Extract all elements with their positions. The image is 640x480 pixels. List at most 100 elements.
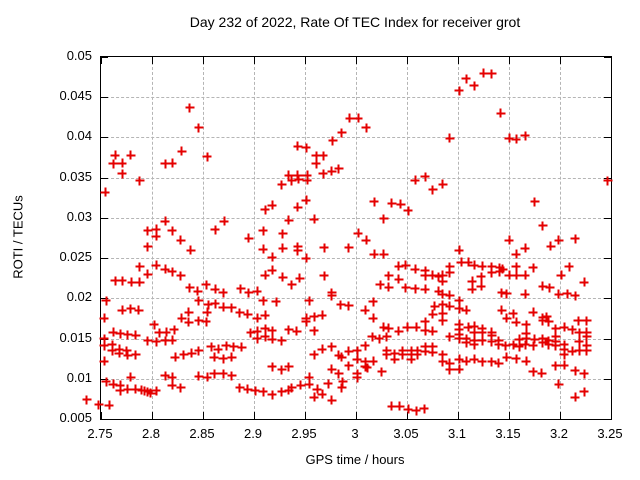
y-gridline — [101, 97, 611, 99]
data-point-marker — [502, 313, 512, 323]
data-point-marker — [82, 395, 92, 405]
y-gridline — [101, 338, 611, 340]
x-tick-mark — [152, 412, 153, 419]
data-point-marker — [394, 261, 404, 271]
data-point-marker — [135, 277, 145, 287]
data-point-marker — [236, 284, 246, 294]
data-point-marker — [360, 305, 370, 315]
data-point-marker — [438, 270, 448, 280]
data-point-marker — [477, 357, 487, 367]
data-point-marker — [511, 134, 521, 144]
data-point-marker — [101, 296, 111, 306]
data-point-marker — [574, 346, 584, 356]
data-point-marker — [520, 243, 530, 253]
data-point-marker — [99, 341, 109, 351]
x-tick-mark — [611, 412, 612, 419]
x-tick-label: 3.2 — [549, 426, 569, 441]
data-point-marker — [127, 277, 137, 287]
x-tick-mark — [152, 57, 153, 64]
data-point-marker — [337, 352, 347, 362]
data-point-marker — [353, 228, 363, 238]
data-point-marker — [284, 215, 294, 225]
data-point-marker — [117, 158, 127, 168]
data-point-marker — [410, 175, 420, 185]
data-point-marker — [317, 389, 327, 399]
data-point-marker — [267, 362, 277, 372]
y-tick-label: 0.03 — [66, 208, 92, 224]
data-point-marker — [454, 334, 464, 344]
data-point-marker — [126, 372, 136, 382]
x-tick-label: 3.25 — [597, 426, 623, 441]
data-point-marker — [309, 214, 319, 224]
data-point-marker — [293, 141, 303, 151]
data-point-marker — [428, 270, 437, 280]
data-point-marker — [309, 350, 319, 360]
data-point-marker — [206, 342, 216, 352]
data-point-marker — [394, 326, 404, 336]
x-tick-mark — [305, 57, 306, 64]
data-point-marker — [530, 334, 539, 344]
y-tick-label: 0.05 — [66, 48, 92, 63]
data-point-marker — [184, 317, 194, 327]
data-point-marker — [360, 357, 370, 367]
data-point-marker — [530, 197, 539, 207]
data-point-marker — [445, 332, 455, 342]
x-tick-label: 2.95 — [291, 426, 317, 441]
data-point-marker — [477, 328, 487, 338]
data-point-marker — [170, 352, 180, 362]
y-tick-mark — [604, 217, 611, 219]
data-point-marker — [131, 350, 141, 360]
data-point-marker — [567, 325, 577, 335]
data-point-marker — [284, 362, 294, 372]
data-point-marker — [551, 341, 561, 351]
data-point-marker — [504, 235, 514, 245]
x-tick-mark — [203, 57, 204, 64]
x-tick-mark — [509, 57, 510, 64]
data-point-marker — [582, 341, 592, 351]
data-point-marker — [438, 350, 448, 360]
data-point-marker — [384, 271, 394, 281]
data-point-marker — [396, 199, 406, 209]
data-point-marker — [463, 257, 473, 267]
data-point-marker — [126, 304, 136, 314]
data-point-marker — [260, 270, 270, 280]
data-point-marker — [463, 322, 473, 332]
data-point-marker — [267, 390, 277, 400]
data-point-marker — [179, 350, 189, 360]
data-point-marker — [344, 361, 354, 371]
data-point-marker — [99, 313, 109, 323]
data-point-marker — [352, 346, 362, 356]
data-point-marker — [461, 338, 471, 348]
data-point-marker — [235, 308, 245, 318]
data-point-marker — [193, 286, 203, 296]
data-point-marker — [218, 369, 228, 379]
data-point-marker — [345, 113, 355, 123]
data-point-marker — [401, 283, 411, 293]
data-point-marker — [537, 368, 547, 378]
data-point-marker — [521, 334, 531, 344]
data-point-marker — [538, 316, 548, 326]
data-point-marker — [420, 317, 430, 327]
data-point-marker — [361, 123, 371, 133]
y-tick-mark — [101, 177, 108, 179]
y-tick-mark — [604, 338, 611, 340]
data-point-marker — [398, 350, 408, 360]
data-point-marker — [520, 289, 530, 299]
data-point-marker — [559, 350, 569, 360]
data-point-marker — [430, 301, 440, 311]
data-point-marker — [167, 267, 177, 277]
data-point-marker — [538, 281, 548, 291]
x-tick-mark — [509, 412, 510, 419]
data-point-marker — [420, 172, 430, 182]
x-tick-mark — [407, 412, 408, 419]
data-point-marker — [252, 334, 262, 344]
data-point-marker — [368, 297, 378, 307]
y-tick-label: 0.02 — [66, 289, 92, 305]
data-point-marker — [304, 372, 314, 382]
data-point-marker — [564, 262, 574, 272]
data-point-marker — [353, 113, 363, 123]
data-point-marker — [117, 305, 127, 315]
data-point-marker — [258, 387, 268, 397]
data-point-marker — [323, 379, 333, 389]
data-point-marker — [202, 372, 212, 382]
